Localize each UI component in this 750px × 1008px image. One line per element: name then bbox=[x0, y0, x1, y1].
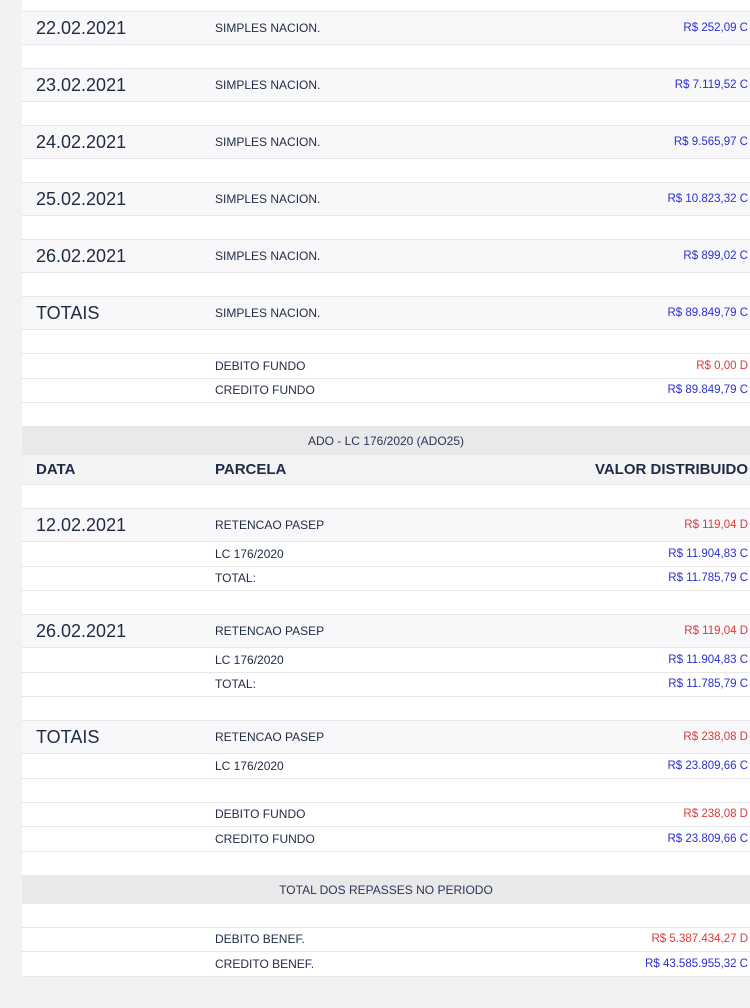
credit-value: R$ 11.904,83 C bbox=[668, 547, 748, 560]
credit-value: R$ 7.119,52 C bbox=[674, 79, 748, 91]
credit-value: R$ 9.565,97 C bbox=[673, 136, 748, 148]
row-parcela: SIMPLES NACION. bbox=[215, 249, 321, 263]
row-date: 24.02.2021 bbox=[36, 131, 127, 152]
table-row: 22.02.2021 SIMPLES NACION. R$ 252,09 C bbox=[22, 12, 750, 45]
row-spacer bbox=[22, 903, 750, 928]
column-header-parcela: PARCELA bbox=[215, 461, 287, 478]
row-spacer bbox=[22, 159, 750, 183]
row-spacer bbox=[22, 45, 750, 69]
row-parcela: SIMPLES NACION. bbox=[215, 78, 321, 92]
row-parcela: CREDITO FUNDO bbox=[215, 831, 315, 846]
row-parcela: SIMPLES NACION. bbox=[215, 306, 321, 320]
row-date: 25.02.2021 bbox=[36, 188, 127, 209]
debit-value: R$ 5.387.434,27 D bbox=[651, 933, 748, 946]
credit-value: R$ 11.904,83 C bbox=[668, 653, 748, 666]
table-row: 25.02.2021 SIMPLES NACION. R$ 10.823,32 C bbox=[22, 183, 750, 216]
table-subrow: DEBITO FUNDO R$ 238,08 D bbox=[22, 802, 750, 827]
table-subrow: CREDITO FUNDO R$ 23.809,66 C bbox=[22, 827, 750, 852]
row-date: 23.02.2021 bbox=[36, 74, 127, 95]
debit-value: R$ 238,08 D bbox=[683, 808, 748, 821]
row-parcela: SIMPLES NACION. bbox=[215, 192, 321, 206]
section-title: TOTAL DOS REPASSES NO PERIODO bbox=[279, 882, 493, 897]
row-parcela: SIMPLES NACION. bbox=[215, 135, 321, 149]
row-parcela: DEBITO BENEF. bbox=[215, 932, 305, 947]
row-date: TOTAIS bbox=[36, 726, 100, 747]
section-header: TOTAL DOS REPASSES NO PERIODO bbox=[22, 875, 750, 904]
row-parcela: DEBITO FUNDO bbox=[215, 358, 306, 373]
credit-value: R$ 89.849,79 C bbox=[667, 384, 748, 397]
row-parcela: RETENCAO PASEP bbox=[215, 624, 325, 638]
credit-value: R$ 23.809,66 C bbox=[667, 759, 748, 772]
row-date: 26.02.2021 bbox=[36, 245, 127, 266]
credit-value: R$ 23.809,66 C bbox=[667, 832, 748, 845]
table-subrow: DEBITO FUNDO R$ 0,00 D bbox=[22, 354, 750, 379]
table-subrow: CREDITO FUNDO R$ 89.849,79 C bbox=[22, 378, 750, 403]
row-spacer bbox=[22, 485, 750, 509]
table-subrow: TOTAL: R$ 11.785,79 C bbox=[22, 566, 750, 591]
debit-value: R$ 119,04 D bbox=[684, 519, 748, 531]
credit-value: R$ 11.785,79 C bbox=[668, 572, 748, 585]
table-row: TOTAIS SIMPLES NACION. R$ 89.849,79 C bbox=[22, 297, 750, 330]
credit-value: R$ 252,09 C bbox=[683, 22, 748, 34]
section-header: ADO - LC 176/2020 (ADO25) bbox=[22, 427, 750, 455]
row-parcela: RETENCAO PASEP bbox=[215, 730, 325, 744]
credit-value: R$ 10.823,32 C bbox=[667, 193, 748, 205]
row-parcela: LC 176/2020 bbox=[215, 652, 284, 667]
row-parcela: RETENCAO PASEP bbox=[215, 518, 325, 532]
row-date: 12.02.2021 bbox=[36, 514, 127, 535]
row-parcela: LC 176/2020 bbox=[215, 758, 284, 773]
table-subrow: CREDITO BENEF. R$ 43.585.955,32 C bbox=[22, 952, 750, 977]
row-parcela: LC 176/2020 bbox=[215, 546, 284, 561]
table-row: 26.02.2021 RETENCAO PASEP R$ 119,04 D bbox=[22, 615, 750, 648]
row-spacer bbox=[22, 102, 750, 126]
row-parcela: SIMPLES NACION. bbox=[215, 21, 321, 35]
row-spacer bbox=[22, 591, 750, 615]
row-spacer bbox=[22, 216, 750, 240]
row-date: 26.02.2021 bbox=[36, 620, 127, 641]
row-parcela: DEBITO FUNDO bbox=[215, 807, 306, 822]
table-subrow: DEBITO BENEF. R$ 5.387.434,27 D bbox=[22, 927, 750, 952]
row-parcela: CREDITO BENEF. bbox=[215, 956, 315, 971]
row-parcela: TOTAL: bbox=[215, 571, 256, 586]
row-spacer bbox=[22, 778, 750, 803]
table-subrow: LC 176/2020 R$ 23.809,66 C bbox=[22, 754, 750, 779]
table-subrow: TOTAL: R$ 11.785,79 C bbox=[22, 672, 750, 697]
top-spacer bbox=[22, 0, 750, 12]
table-subrow: LC 176/2020 R$ 11.904,83 C bbox=[22, 542, 750, 567]
debit-value: R$ 119,04 D bbox=[684, 625, 748, 637]
row-date: TOTAIS bbox=[36, 302, 100, 323]
row-spacer bbox=[22, 273, 750, 297]
row-spacer bbox=[22, 851, 750, 876]
credit-value: R$ 43.585.955,32 C bbox=[645, 957, 748, 970]
row-spacer bbox=[22, 330, 750, 354]
table-row: TOTAIS RETENCAO PASEP R$ 238,08 D bbox=[22, 721, 750, 754]
row-date: 22.02.2021 bbox=[36, 17, 127, 38]
credit-value: R$ 89.849,79 C bbox=[667, 307, 748, 319]
repasses-table: 22.02.2021 SIMPLES NACION. R$ 252,09 C 23.0… bbox=[22, 0, 750, 977]
row-spacer bbox=[22, 403, 750, 427]
credit-value: R$ 899,02 C bbox=[683, 250, 748, 262]
debit-value: R$ 0,00 D bbox=[696, 359, 748, 372]
debit-value: R$ 238,08 D bbox=[683, 731, 748, 743]
column-header-valor: VALOR DISTRIBUIDO bbox=[594, 461, 748, 478]
table-row: 24.02.2021 SIMPLES NACION. R$ 9.565,97 C bbox=[22, 126, 750, 159]
section-title: ADO - LC 176/2020 (ADO25) bbox=[307, 434, 465, 448]
table-row: 12.02.2021 RETENCAO PASEP R$ 119,04 D bbox=[22, 509, 750, 542]
row-parcela: CREDITO FUNDO bbox=[215, 383, 315, 398]
row-parcela: TOTAL: bbox=[215, 677, 256, 692]
credit-value: R$ 11.785,79 C bbox=[668, 678, 748, 691]
table-row: 23.02.2021 SIMPLES NACION. R$ 7.119,52 C bbox=[22, 69, 750, 102]
table-subrow: LC 176/2020 R$ 11.904,83 C bbox=[22, 648, 750, 673]
table-row: 26.02.2021 SIMPLES NACION. R$ 899,02 C bbox=[22, 240, 750, 273]
column-header-data: DATA bbox=[36, 461, 76, 478]
row-spacer bbox=[22, 697, 750, 721]
column-header-row: DATA PARCELA VALOR DISTRIBUIDO bbox=[22, 455, 750, 485]
